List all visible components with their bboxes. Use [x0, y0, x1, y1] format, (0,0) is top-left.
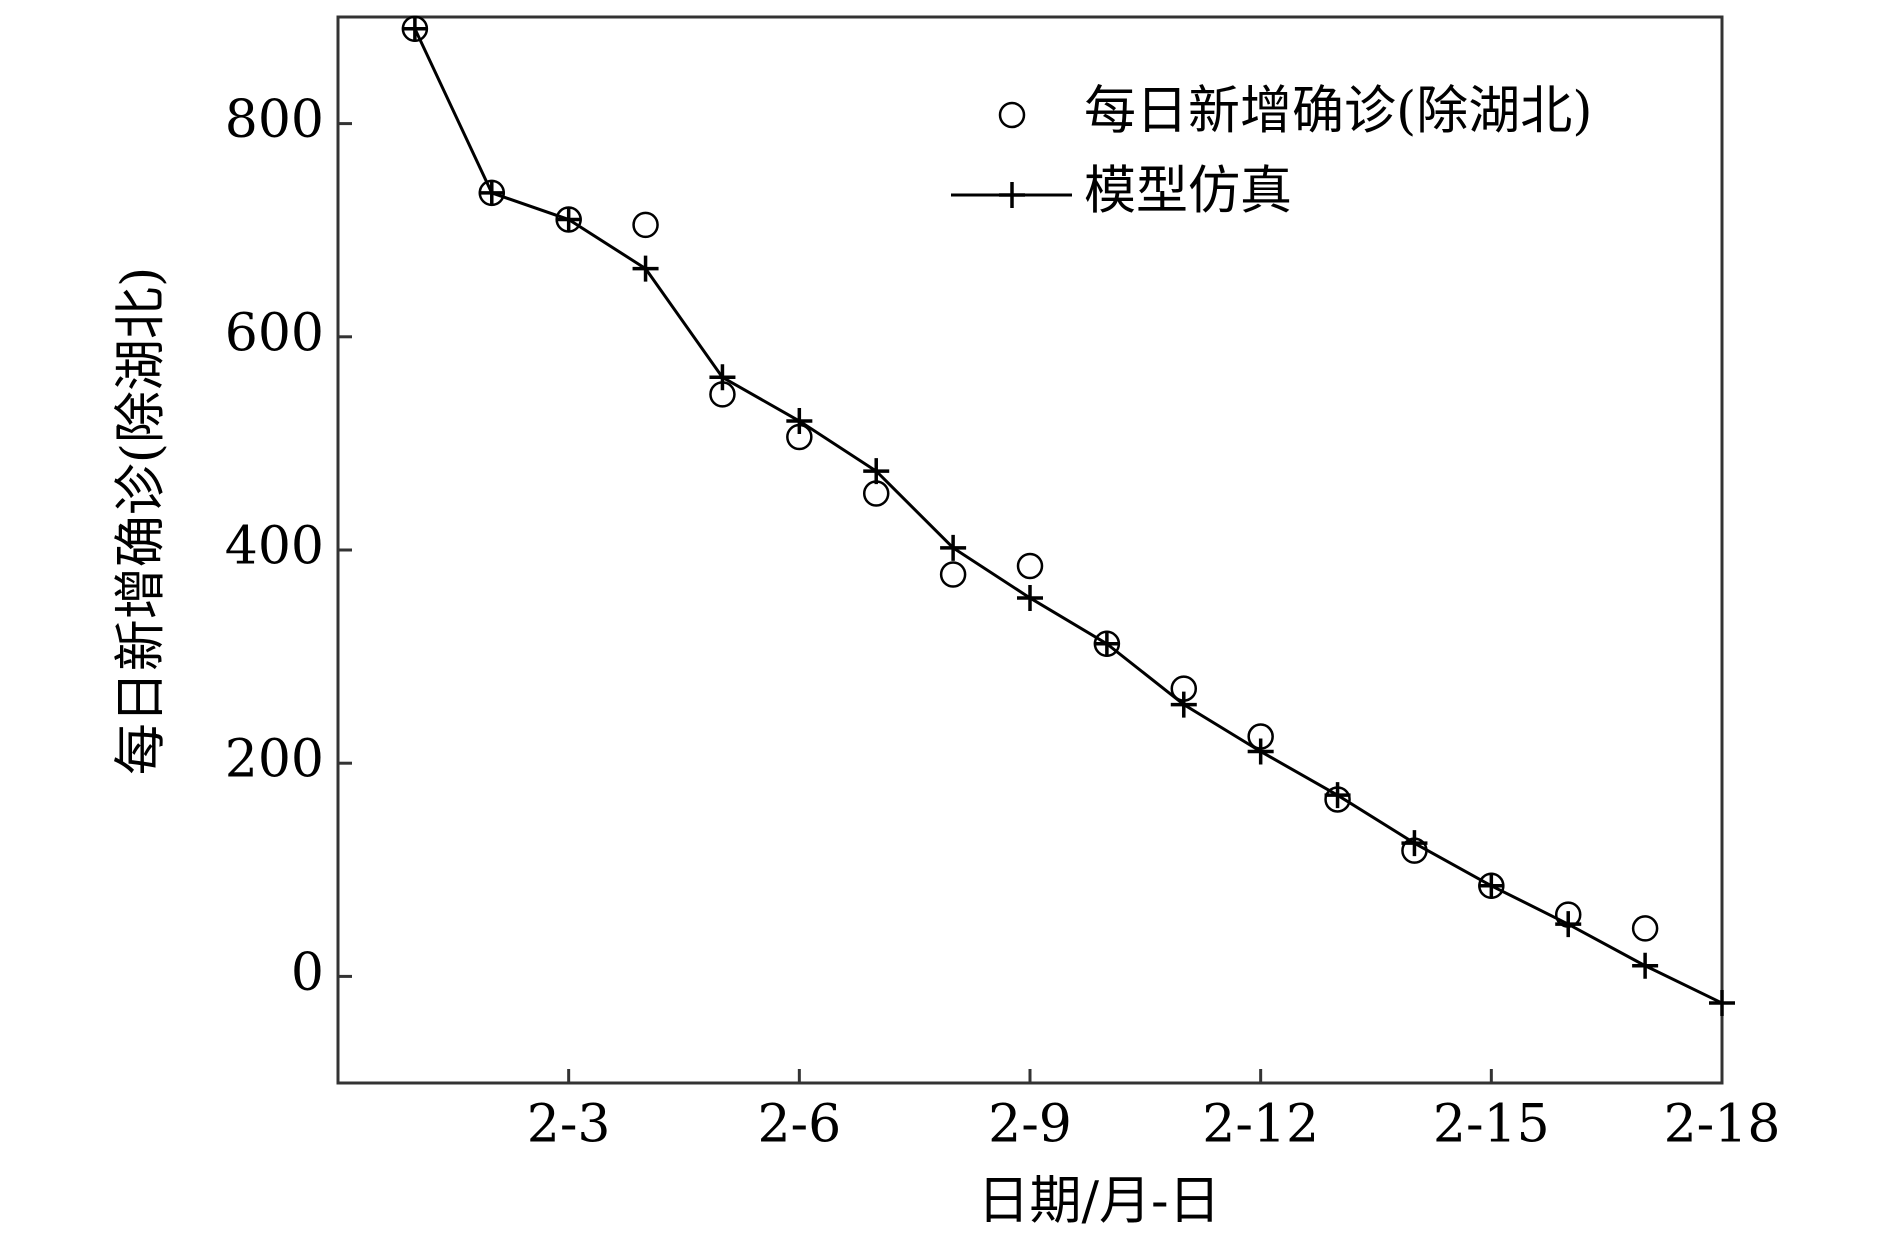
x-axis-label: 日期/月-日	[977, 1172, 1220, 1232]
data-point	[632, 211, 659, 239]
legend-marker	[998, 101, 1026, 129]
data-point	[555, 206, 582, 233]
data-point	[1170, 691, 1197, 718]
data-point	[862, 480, 890, 507]
data-point	[939, 561, 967, 588]
data-point	[863, 458, 890, 485]
data-point	[1093, 630, 1120, 657]
x-tick-label: 2-18	[1664, 1095, 1781, 1155]
x-tick-label: 2-15	[1433, 1095, 1550, 1155]
data-point	[1478, 872, 1505, 899]
data-point	[1631, 915, 1659, 942]
plot-frame	[336, 15, 1724, 1085]
x-tick-label: 2-12	[1202, 1095, 1319, 1155]
data-point	[940, 534, 967, 561]
data-point	[786, 408, 813, 435]
data-point	[1247, 738, 1274, 765]
x-tick-label: 2-3	[527, 1095, 611, 1155]
y-tick-label: 800	[225, 90, 324, 150]
data-point	[1324, 782, 1351, 809]
data-point	[632, 255, 659, 282]
data-point	[709, 364, 736, 391]
x-tick-label: 2-6	[757, 1095, 841, 1155]
data-point	[1017, 584, 1043, 611]
y-tick-label: 0	[291, 943, 324, 1003]
legend-marker	[999, 182, 1025, 208]
data-point	[1555, 911, 1582, 938]
data-point	[1401, 830, 1428, 857]
y-tick-label: 200	[225, 730, 324, 790]
legend-label: 模型仿真	[1084, 162, 1292, 222]
series-line	[413, 28, 1723, 1005]
data-point	[1016, 552, 1044, 580]
data-point	[401, 15, 428, 42]
data-point	[478, 179, 505, 206]
y-axis-label: 每日新增确诊(除湖北)	[112, 267, 172, 776]
data-point	[1709, 990, 1735, 1017]
x-tick-label: 2-9	[988, 1095, 1072, 1155]
y-tick-label: 600	[225, 303, 324, 363]
data-point	[1632, 952, 1659, 979]
legend-label: 每日新增确诊(除湖北)	[1084, 82, 1593, 142]
y-tick-label: 400	[225, 517, 324, 577]
